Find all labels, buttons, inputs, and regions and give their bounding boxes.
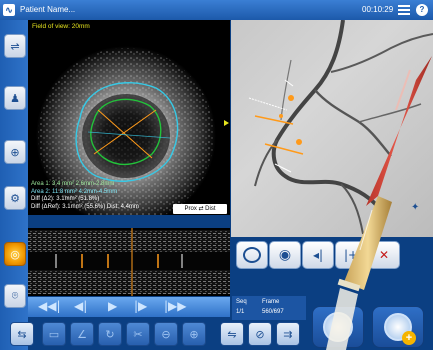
angiogram-view[interactable]: ✦: [231, 20, 433, 237]
lumen-contour: [90, 98, 162, 165]
zoom-icon[interactable]: ⊕: [4, 140, 26, 164]
longitudinal-image: [28, 228, 230, 296]
arrow-left-icon: ◂|: [312, 248, 324, 262]
longitudinal-view[interactable]: [28, 228, 230, 296]
add-recording-icon: +: [384, 313, 416, 345]
step-back-icon[interactable]: ◀|: [74, 299, 88, 313]
roi-button[interactable]: [236, 241, 268, 269]
sequence-info: Seq Frame 1/1 560/697: [232, 296, 306, 320]
measurement-panel: Area 1: 3.4 mm² 2.6mm-2.8mm Area 2: 11.8…: [31, 181, 181, 211]
angio-marker-icon: ✦: [411, 202, 420, 213]
zoom-in-icon[interactable]: ⊕: [182, 322, 206, 346]
play-icon[interactable]: ▶: [108, 299, 118, 313]
zoom-out-icon[interactable]: ⊖: [154, 322, 178, 346]
angio-image: [248, 20, 433, 235]
delete-icon: ✕: [378, 248, 390, 262]
title-bar: ∿ Patient Name... 00:10:29 ?: [0, 0, 433, 21]
target-icon[interactable]: ◎: [4, 242, 26, 266]
roi-icon: [243, 247, 261, 263]
prox-dist-toggle[interactable]: Prox ⇄ Dist: [173, 204, 227, 214]
split-icon[interactable]: ⇉: [276, 322, 300, 346]
clock: 00:10:29: [362, 5, 394, 14]
playback-bar: ◀◀| ◀| ▶ |▶ |▶▶: [28, 297, 230, 317]
delete-button[interactable]: ✕: [368, 241, 400, 269]
patient-name[interactable]: Patient Name...: [20, 5, 76, 14]
frame-value: 560/697: [262, 309, 284, 315]
ivus-cross-section[interactable]: Field of view: 20mm Area 1: 3.4 mm² 2.6m…: [28, 20, 230, 215]
diff-readout-1: Diff (Δ2): 3.1mm² (51.8%): [31, 196, 100, 202]
bookmark-icon[interactable]: ⌾: [4, 284, 26, 308]
area1-readout: Area 1: 3.4 mm² 2.6mm-2.8mm: [31, 181, 115, 187]
cut-icon[interactable]: ✂: [126, 322, 150, 346]
settings-icon[interactable]: ⚙: [4, 186, 26, 210]
field-of-view-label: Field of view: 20mm: [32, 23, 90, 30]
help-icon[interactable]: ?: [416, 4, 428, 16]
add-recording-button[interactable]: +: [372, 306, 424, 348]
frame-label: Frame: [262, 299, 280, 305]
skip-back-icon[interactable]: ◀◀|: [38, 299, 61, 313]
skip-forward-icon[interactable]: |▶▶: [164, 299, 187, 313]
measure-icon[interactable]: ▭: [42, 322, 66, 346]
pullback-icon: [323, 312, 353, 342]
seq-label: Seq: [236, 299, 247, 305]
pullback-button[interactable]: [312, 306, 364, 348]
step-forward-icon[interactable]: |▶: [134, 299, 148, 313]
area2-readout: Area 2: 11.8 mm² 4.2mm-4.5mm: [31, 188, 118, 195]
usb-icon[interactable]: ⇌: [4, 34, 26, 58]
tag-icon[interactable]: ⊘: [248, 322, 272, 346]
person-icon[interactable]: ♟: [4, 86, 26, 110]
rotate-icon[interactable]: ↻: [98, 322, 122, 346]
ivus-image: [36, 46, 229, 215]
menu-icon[interactable]: [398, 5, 410, 15]
eye-button[interactable]: ◉: [269, 241, 301, 269]
compare-icon[interactable]: ⇋: [220, 322, 244, 346]
angle-icon[interactable]: ∠: [70, 322, 94, 346]
add-marker-icon: |+: [343, 248, 359, 262]
app-logo-icon: ∿: [3, 4, 15, 16]
arrow-left-button[interactable]: ◂|: [302, 241, 334, 269]
diff-readout-2: Diff (ΔRef): 3.1mm² (55.6%) Dist: 4.4mm: [31, 203, 139, 210]
left-sidebar: ⇌ ♟ ⊕ ⚙ ◎ ⌾: [0, 20, 28, 350]
vessel-contour: [75, 82, 179, 182]
eye-icon: ◉: [278, 247, 292, 263]
seq-value: 1/1: [236, 309, 245, 315]
link-icon[interactable]: ⇆: [10, 322, 34, 346]
add-marker-button[interactable]: |+: [335, 241, 367, 269]
